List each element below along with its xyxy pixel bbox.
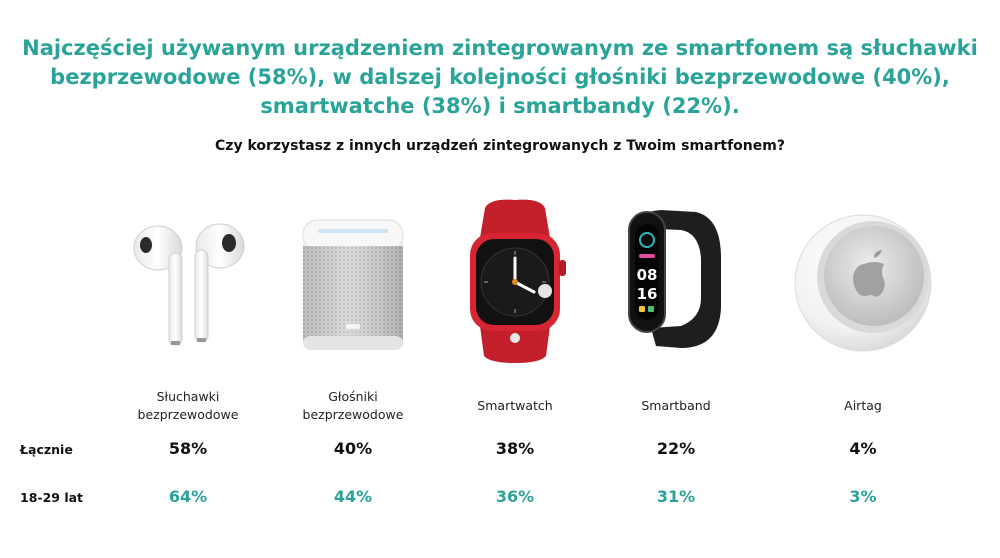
band-time-minutes: 16: [637, 285, 658, 303]
device-label-line: Słuchawki: [156, 389, 220, 404]
smartband-icon: 08 16: [601, 198, 751, 363]
device-label-line: Głośniki: [328, 389, 378, 404]
survey-question: Czy korzystasz z innych urządzeń zintegr…: [215, 138, 785, 154]
value-18-29-speakers: 44%: [333, 487, 373, 506]
value-18-29-airtag: 3%: [849, 487, 877, 506]
airtag-icon: [788, 198, 938, 363]
row-header-18-29: 18-29 lat: [20, 490, 84, 505]
value-total-smartband: 22%: [656, 439, 696, 458]
page-headline: Najczęściej używanym urządzeniem zintegr…: [20, 34, 980, 121]
value-total-earbuds: 58%: [168, 439, 208, 458]
device-label-earbuds: Słuchawki bezprzewodowe: [113, 386, 263, 426]
device-label-line: Smartband: [641, 398, 711, 413]
device-label-smartband: Smartband: [601, 386, 751, 426]
headline-line-3: smartwatche (38%) i smartbandy (22%).: [260, 94, 740, 118]
device-label-line: Airtag: [844, 398, 882, 413]
row-header-total: Łącznie: [20, 442, 73, 457]
band-time-hours: 08: [637, 266, 658, 284]
device-label-smartwatch: Smartwatch: [440, 386, 590, 426]
headline-line-2: bezprzewodowe (58%), w dalszej kolejnośc…: [50, 65, 950, 89]
smartwatch-icon: [440, 198, 590, 363]
value-total-smartwatch: 38%: [495, 439, 535, 458]
headline-line-1: Najczęściej używanym urządzeniem zintegr…: [22, 36, 978, 60]
device-label-speakers: Głośniki bezprzewodowe: [278, 386, 428, 426]
device-label-line: bezprzewodowe: [302, 407, 404, 422]
value-18-29-earbuds: 64%: [168, 487, 208, 506]
value-18-29-smartwatch: 36%: [495, 487, 535, 506]
device-label-airtag: Airtag: [788, 386, 938, 426]
smart-speaker-icon: [278, 198, 428, 363]
earbuds-icon: [113, 198, 263, 363]
value-total-airtag: 4%: [849, 439, 877, 458]
device-label-line: Smartwatch: [477, 398, 553, 413]
device-label-line: bezprzewodowe: [137, 407, 239, 422]
value-total-speakers: 40%: [333, 439, 373, 458]
value-18-29-smartband: 31%: [656, 487, 696, 506]
